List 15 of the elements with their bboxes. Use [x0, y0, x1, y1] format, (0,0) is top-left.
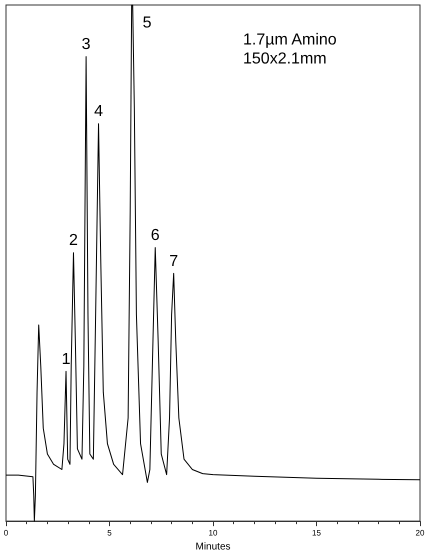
annotation: 6: [150, 227, 160, 244]
annotation: 5: [142, 14, 152, 32]
annotation: 1: [62, 350, 71, 368]
annotation: 1.7µm Amino: [243, 32, 337, 48]
annotation: 2: [69, 232, 78, 250]
x-tick-label: 0: [4, 528, 9, 538]
annotation: 7: [169, 252, 178, 270]
x-tick-label: 15: [312, 528, 322, 538]
annotation: 150x2.1mm: [243, 50, 327, 68]
annotation: 4: [94, 103, 104, 120]
x-tick-label: 20: [416, 528, 425, 538]
x-tick-label: 10: [208, 528, 218, 538]
annotation: 3: [82, 36, 91, 54]
x-tick-label: 5: [107, 528, 112, 538]
x-axis-title: Minutes: [195, 542, 231, 552]
